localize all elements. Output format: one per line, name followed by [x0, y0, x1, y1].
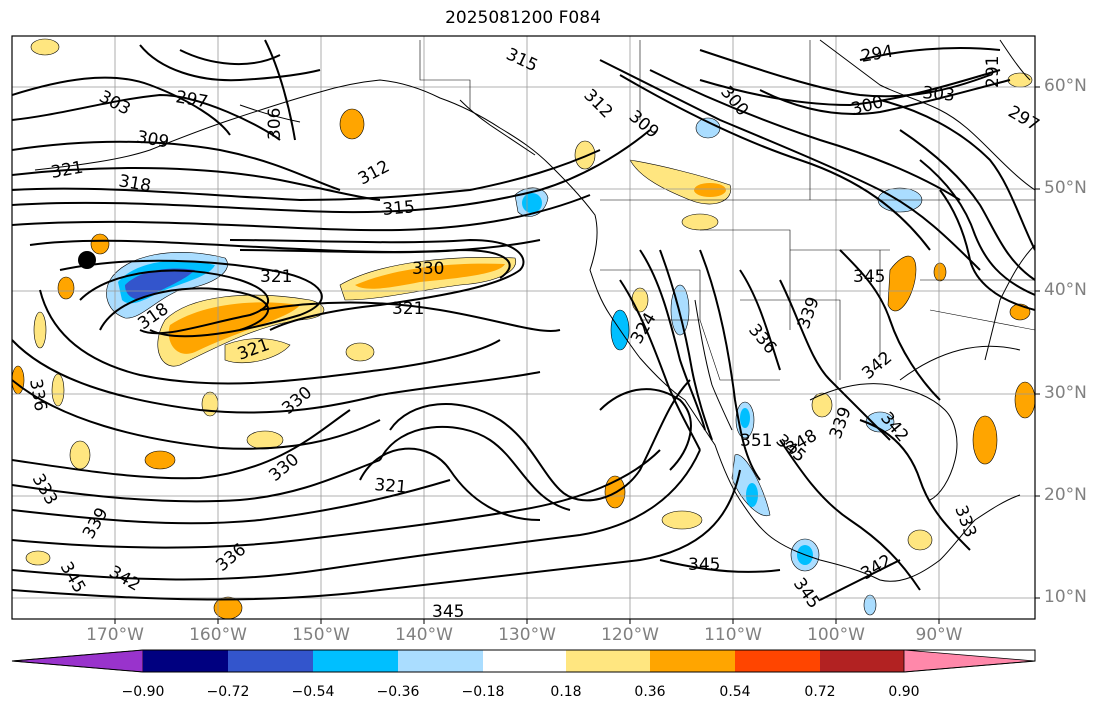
marker-dot [78, 251, 96, 269]
contour-lines [12, 39, 1035, 601]
lat-label: 50°N [1044, 178, 1087, 198]
lon-label: 160°W [189, 625, 247, 645]
colorbar-extend-high [903, 649, 1036, 673]
contour-label: 303 [922, 83, 956, 106]
lat-label: 10°N [1044, 587, 1087, 607]
contour-label: 351 [740, 431, 772, 451]
coastlines [34, 39, 1035, 582]
colorbar [11, 649, 1036, 673]
lon-label: 100°W [807, 625, 865, 645]
lat-label: 30°N [1044, 383, 1087, 403]
lat-label: 20°N [1044, 485, 1087, 505]
lat-label: 40°N [1044, 280, 1087, 300]
colorbar-tick-label: 0.36 [634, 684, 666, 700]
political-borders [419, 40, 1035, 381]
colorbar-extend-low [11, 649, 144, 673]
colorbar-tick-label: −0.36 [376, 684, 420, 700]
lon-label: 150°W [292, 625, 350, 645]
colorbar-tick-label: 0.90 [888, 684, 920, 700]
colorbar-segment [143, 650, 228, 672]
colorbar-tick-label: 0.72 [804, 684, 836, 700]
colorbar-tick-label: −0.18 [461, 684, 505, 700]
colorbar-segment [650, 650, 735, 672]
colorbar-tick-label: 0.18 [550, 684, 582, 700]
colorbar-segment [228, 650, 313, 672]
contour-label: 291 [983, 56, 1003, 88]
colorbar-tick-label: 0.54 [719, 684, 751, 700]
colorbar-segment [566, 650, 650, 672]
colorbar-segment [313, 650, 398, 672]
contour-label: 330 [412, 259, 444, 279]
lon-label: 140°W [395, 625, 453, 645]
colorbar-segment [398, 650, 483, 672]
contour-label: 345 [432, 602, 464, 622]
axis-ticks [114, 86, 1040, 624]
lon-label: 110°W [704, 625, 762, 645]
contour-label: 321 [260, 267, 292, 287]
colorbar-tick-label: −0.72 [206, 684, 250, 700]
contour-label: 321 [392, 299, 424, 319]
map-frame [11, 35, 1036, 620]
lon-label: 120°W [601, 625, 659, 645]
contour-label: 315 [382, 197, 416, 220]
contour-label: 321 [374, 475, 408, 498]
colorbar-tick-label: −0.54 [291, 684, 335, 700]
lon-label: 170°W [86, 625, 144, 645]
lon-label: 130°W [498, 625, 556, 645]
map-title: 2025081200 F084 [445, 8, 601, 28]
colorbar-segment [735, 650, 820, 672]
colorbar-tick-label: −0.90 [121, 684, 165, 700]
lon-label: 90°W [915, 625, 963, 645]
colorbar-segment [820, 650, 904, 672]
contour-label: 306 [265, 108, 285, 140]
lat-label: 60°N [1044, 76, 1087, 96]
contour-label: 345 [688, 555, 720, 575]
contour-label: 345 [853, 267, 885, 287]
colorbar-segment [483, 650, 566, 672]
